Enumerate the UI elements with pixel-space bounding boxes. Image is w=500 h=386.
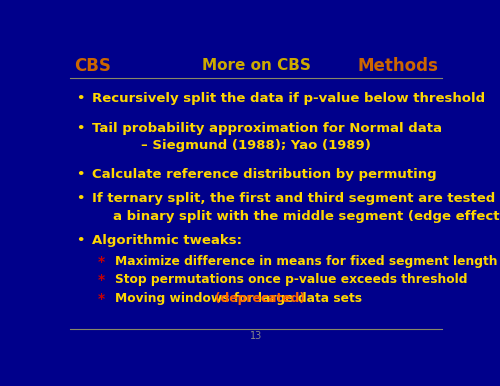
Text: Tail probability approximation for Normal data: Tail probability approximation for Norma… [92,122,442,135]
Text: Maximize difference in means for fixed segment length: Maximize difference in means for fixed s… [115,255,498,268]
Text: If ternary split, the first and third segment are tested for: If ternary split, the first and third se… [92,192,500,205]
Text: – Siegmund (1988); Yao (1989): – Siegmund (1988); Yao (1989) [142,139,371,152]
Text: •: • [76,234,84,247]
Text: (deprecated): (deprecated) [215,293,304,305]
Text: *: * [98,292,104,306]
Text: *: * [98,273,104,287]
Text: •: • [76,122,84,135]
Text: CBS: CBS [74,57,111,74]
Text: Recursively split the data if p-value below threshold: Recursively split the data if p-value be… [92,92,484,105]
Text: *: * [98,255,104,269]
Text: More on CBS: More on CBS [202,58,310,73]
Text: Moving windows for large data sets: Moving windows for large data sets [115,293,362,305]
Text: Calculate reference distribution by permuting: Calculate reference distribution by perm… [92,168,436,181]
Text: 13: 13 [250,331,262,341]
Text: •: • [76,192,84,205]
Text: •: • [76,168,84,181]
Text: Algorithmic tweaks:: Algorithmic tweaks: [92,234,242,247]
Text: Methods: Methods [358,57,438,74]
Text: a binary split with the middle segment (edge effect): a binary split with the middle segment (… [113,210,500,223]
Text: Stop permutations once p-value exceeds threshold: Stop permutations once p-value exceeds t… [115,273,468,286]
Text: •: • [76,92,84,105]
